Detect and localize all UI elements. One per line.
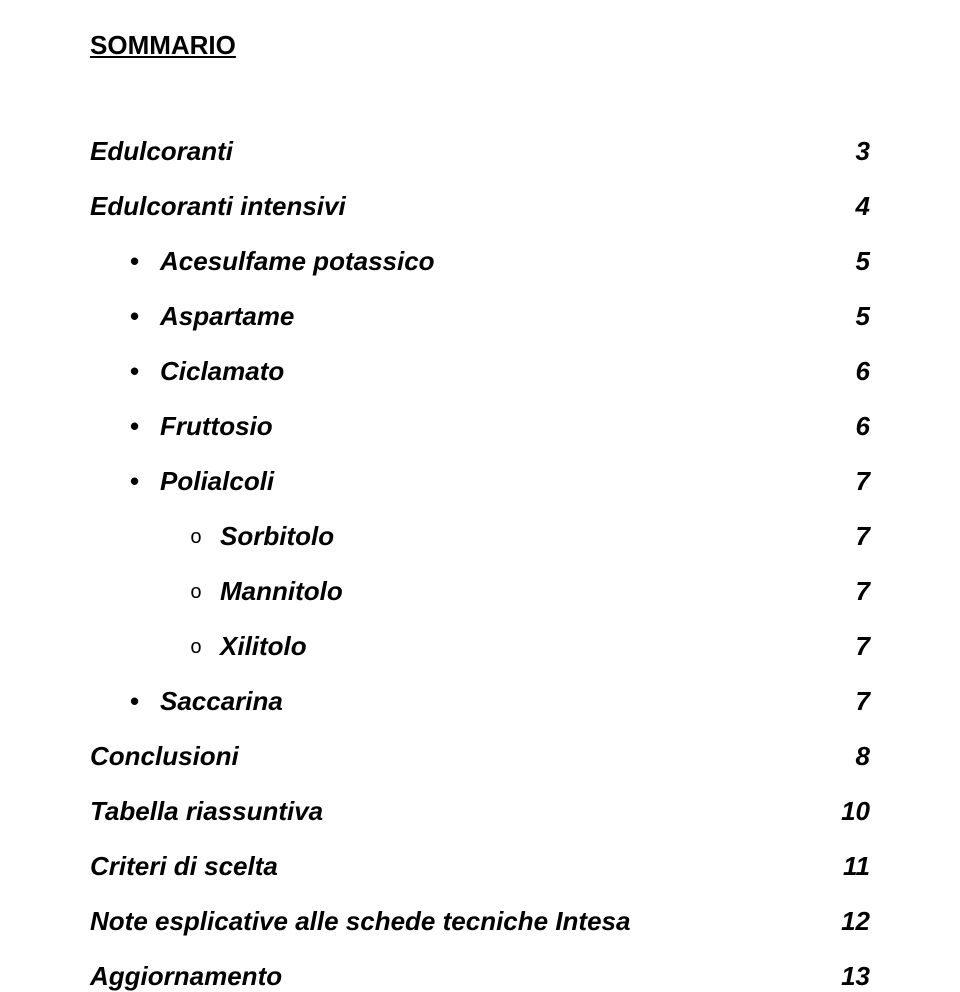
toc-entry-label: Aggiornamento (90, 961, 821, 992)
toc-entry-page: 6 (856, 411, 870, 442)
toc-entry-text: Mannitolo (220, 576, 343, 606)
toc-entry-label: Tabella riassuntiva (90, 796, 821, 827)
toc-entry-text: Sorbitolo (220, 521, 334, 551)
toc-entry-text: Aggiornamento (90, 961, 282, 991)
toc-entry-label: Fruttosio (90, 411, 836, 442)
toc-entry-label: Ciclamato (90, 356, 836, 387)
toc-entry-page: 7 (856, 466, 870, 497)
toc-entry: Aspartame 5 (90, 301, 870, 332)
toc-entry: Tabella riassuntiva 10 (90, 796, 870, 827)
toc-entry-page: 7 (856, 521, 870, 552)
toc-entry-label: Polialcoli (90, 466, 836, 497)
toc-entry-label: Edulcoranti intensivi (90, 191, 836, 222)
toc-entry: Saccarina 7 (90, 686, 870, 717)
toc-entry-page: 11 (843, 851, 870, 882)
toc-entry: Acesulfame potassico 5 (90, 246, 870, 277)
toc-entry-text: Note esplicative alle schede tecniche In… (90, 906, 630, 936)
toc-entry-text: Saccarina (160, 686, 283, 716)
toc-entry-text: Tabella riassuntiva (90, 796, 323, 826)
toc-entry: Conclusioni 8 (90, 741, 870, 772)
document-title: SOMMARIO (90, 30, 870, 61)
toc-entry: Xilitolo 7 (90, 631, 870, 662)
toc-entry-page: 3 (856, 136, 870, 167)
toc-entry-text: Conclusioni (90, 741, 239, 771)
toc-entry: Aggiornamento 13 (90, 961, 870, 992)
toc-entry-label: Edulcoranti (90, 136, 836, 167)
toc-entry-page: 5 (856, 301, 870, 332)
toc-entry-page: 7 (856, 631, 870, 662)
toc-entry-label: Note esplicative alle schede tecniche In… (90, 906, 821, 937)
toc-entry-label: Acesulfame potassico (90, 246, 836, 277)
toc-entry-text: Xilitolo (220, 631, 307, 661)
toc-entry-label: Conclusioni (90, 741, 836, 772)
toc-entry-text: Fruttosio (160, 411, 273, 441)
toc-entry-label: Aspartame (90, 301, 836, 332)
toc-entry-label: Saccarina (90, 686, 836, 717)
toc-entry: Fruttosio 6 (90, 411, 870, 442)
toc-entry-page: 10 (841, 796, 870, 827)
toc-entry-label: Criteri di scelta (90, 851, 823, 882)
toc-entry-page: 4 (856, 191, 870, 222)
toc-entry-text: Ciclamato (160, 356, 284, 386)
toc-entry-label: Xilitolo (90, 631, 836, 662)
toc-entry-text: Aspartame (160, 301, 294, 331)
toc-container: Edulcoranti 3 Edulcoranti intensivi 4 Acesul… (90, 136, 870, 992)
toc-entry-page: 12 (841, 906, 870, 937)
toc-entry: Note esplicative alle schede tecniche In… (90, 906, 870, 937)
toc-entry-page: 7 (856, 686, 870, 717)
toc-entry: Edulcoranti 3 (90, 136, 870, 167)
toc-entry-label: Mannitolo (90, 576, 836, 607)
toc-entry: Criteri di scelta 11 (90, 851, 870, 882)
toc-entry-text: Edulcoranti intensivi (90, 191, 346, 221)
toc-entry-text: Edulcoranti (90, 136, 233, 166)
toc-entry-page: 6 (856, 356, 870, 387)
toc-entry-page: 5 (856, 246, 870, 277)
toc-entry-page: 13 (841, 961, 870, 992)
toc-entry-text: Criteri di scelta (90, 851, 278, 881)
toc-entry: Sorbitolo 7 (90, 521, 870, 552)
toc-entry: Polialcoli 7 (90, 466, 870, 497)
toc-entry: Mannitolo 7 (90, 576, 870, 607)
toc-entry-text: Acesulfame potassico (160, 246, 435, 276)
toc-entry-label: Sorbitolo (90, 521, 836, 552)
toc-entry-text: Polialcoli (160, 466, 274, 496)
toc-entry-page: 8 (856, 741, 870, 772)
toc-entry: Ciclamato 6 (90, 356, 870, 387)
toc-entry-page: 7 (856, 576, 870, 607)
toc-entry: Edulcoranti intensivi 4 (90, 191, 870, 222)
